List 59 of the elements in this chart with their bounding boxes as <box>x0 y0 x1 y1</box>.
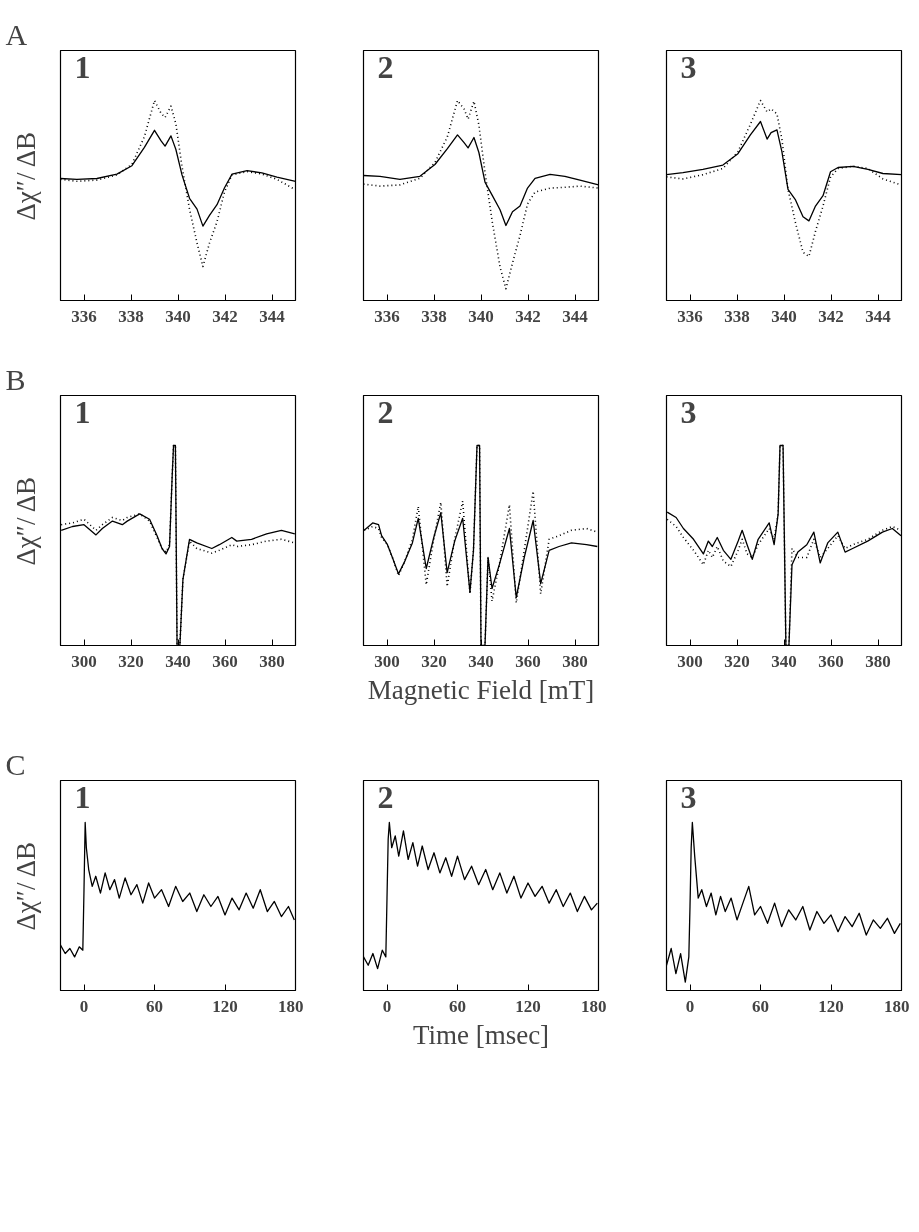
x-tick-label: 380 <box>865 651 891 671</box>
x-tick-label: 300 <box>71 651 97 671</box>
y-axis-title: Δχ″/ ΔB <box>10 131 41 221</box>
x-tick-label: 344 <box>259 306 286 326</box>
x-tick-label: 360 <box>818 651 844 671</box>
text: 1 <box>74 778 91 815</box>
x-tick-label: 340 <box>468 651 494 671</box>
x-tick-label: 120 <box>515 996 541 1016</box>
text: 2 <box>377 393 394 430</box>
x-tick-label: 320 <box>724 651 750 671</box>
x-tick-label: 340 <box>771 306 797 326</box>
x-tick-label: 360 <box>212 651 238 671</box>
x-tick-label: 60 <box>752 996 769 1016</box>
x-tick-label: 338 <box>724 306 750 326</box>
x-tick-label: 340 <box>468 306 494 326</box>
text: 1 <box>74 393 91 430</box>
x-tick-label: 342 <box>818 306 844 326</box>
text: C <box>5 747 26 781</box>
text: B <box>5 362 26 396</box>
x-tick-label: 0 <box>79 996 89 1016</box>
x-tick-label: 336 <box>71 306 97 326</box>
x-tick-label: 300 <box>374 651 400 671</box>
text: 3 <box>680 48 697 85</box>
text: 2 <box>377 48 394 85</box>
x-tick-label: 300 <box>677 651 703 671</box>
x-tick-label: 340 <box>165 306 191 326</box>
x-tick-label: 0 <box>382 996 392 1016</box>
x-tick-label: 338 <box>118 306 144 326</box>
x-tick-label: 340 <box>165 651 191 671</box>
x-tick-label: 336 <box>374 306 400 326</box>
text: 1 <box>74 48 91 85</box>
x-tick-label: 338 <box>421 306 447 326</box>
x-tick-label: 380 <box>259 651 285 671</box>
x-axis-title: Time [msec] <box>412 1019 550 1050</box>
y-axis-title: Δχ″/ ΔB <box>10 476 41 566</box>
x-tick-label: 344 <box>865 306 892 326</box>
x-tick-label: 344 <box>562 306 589 326</box>
x-tick-label: 340 <box>771 651 797 671</box>
x-tick-label: 180 <box>581 996 607 1016</box>
x-tick-label: 120 <box>818 996 844 1016</box>
y-axis-title: Δχ″/ ΔB <box>10 841 41 931</box>
text: 3 <box>680 393 697 430</box>
x-tick-label: 180 <box>884 996 910 1016</box>
x-tick-label: 320 <box>118 651 144 671</box>
x-tick-label: 320 <box>421 651 447 671</box>
x-tick-label: 336 <box>677 306 703 326</box>
x-axis-title: Magnetic Field [mT] <box>367 674 595 705</box>
x-tick-label: 60 <box>449 996 466 1016</box>
x-tick-label: 342 <box>515 306 541 326</box>
x-tick-label: 342 <box>212 306 238 326</box>
x-tick-label: 360 <box>515 651 541 671</box>
text: 3 <box>680 778 697 815</box>
x-tick-label: 60 <box>146 996 163 1016</box>
text: 2 <box>377 778 394 815</box>
x-tick-label: 180 <box>278 996 304 1016</box>
text: A <box>5 17 28 51</box>
x-tick-label: 120 <box>212 996 238 1016</box>
x-tick-label: 380 <box>562 651 588 671</box>
x-tick-label: 0 <box>685 996 695 1016</box>
